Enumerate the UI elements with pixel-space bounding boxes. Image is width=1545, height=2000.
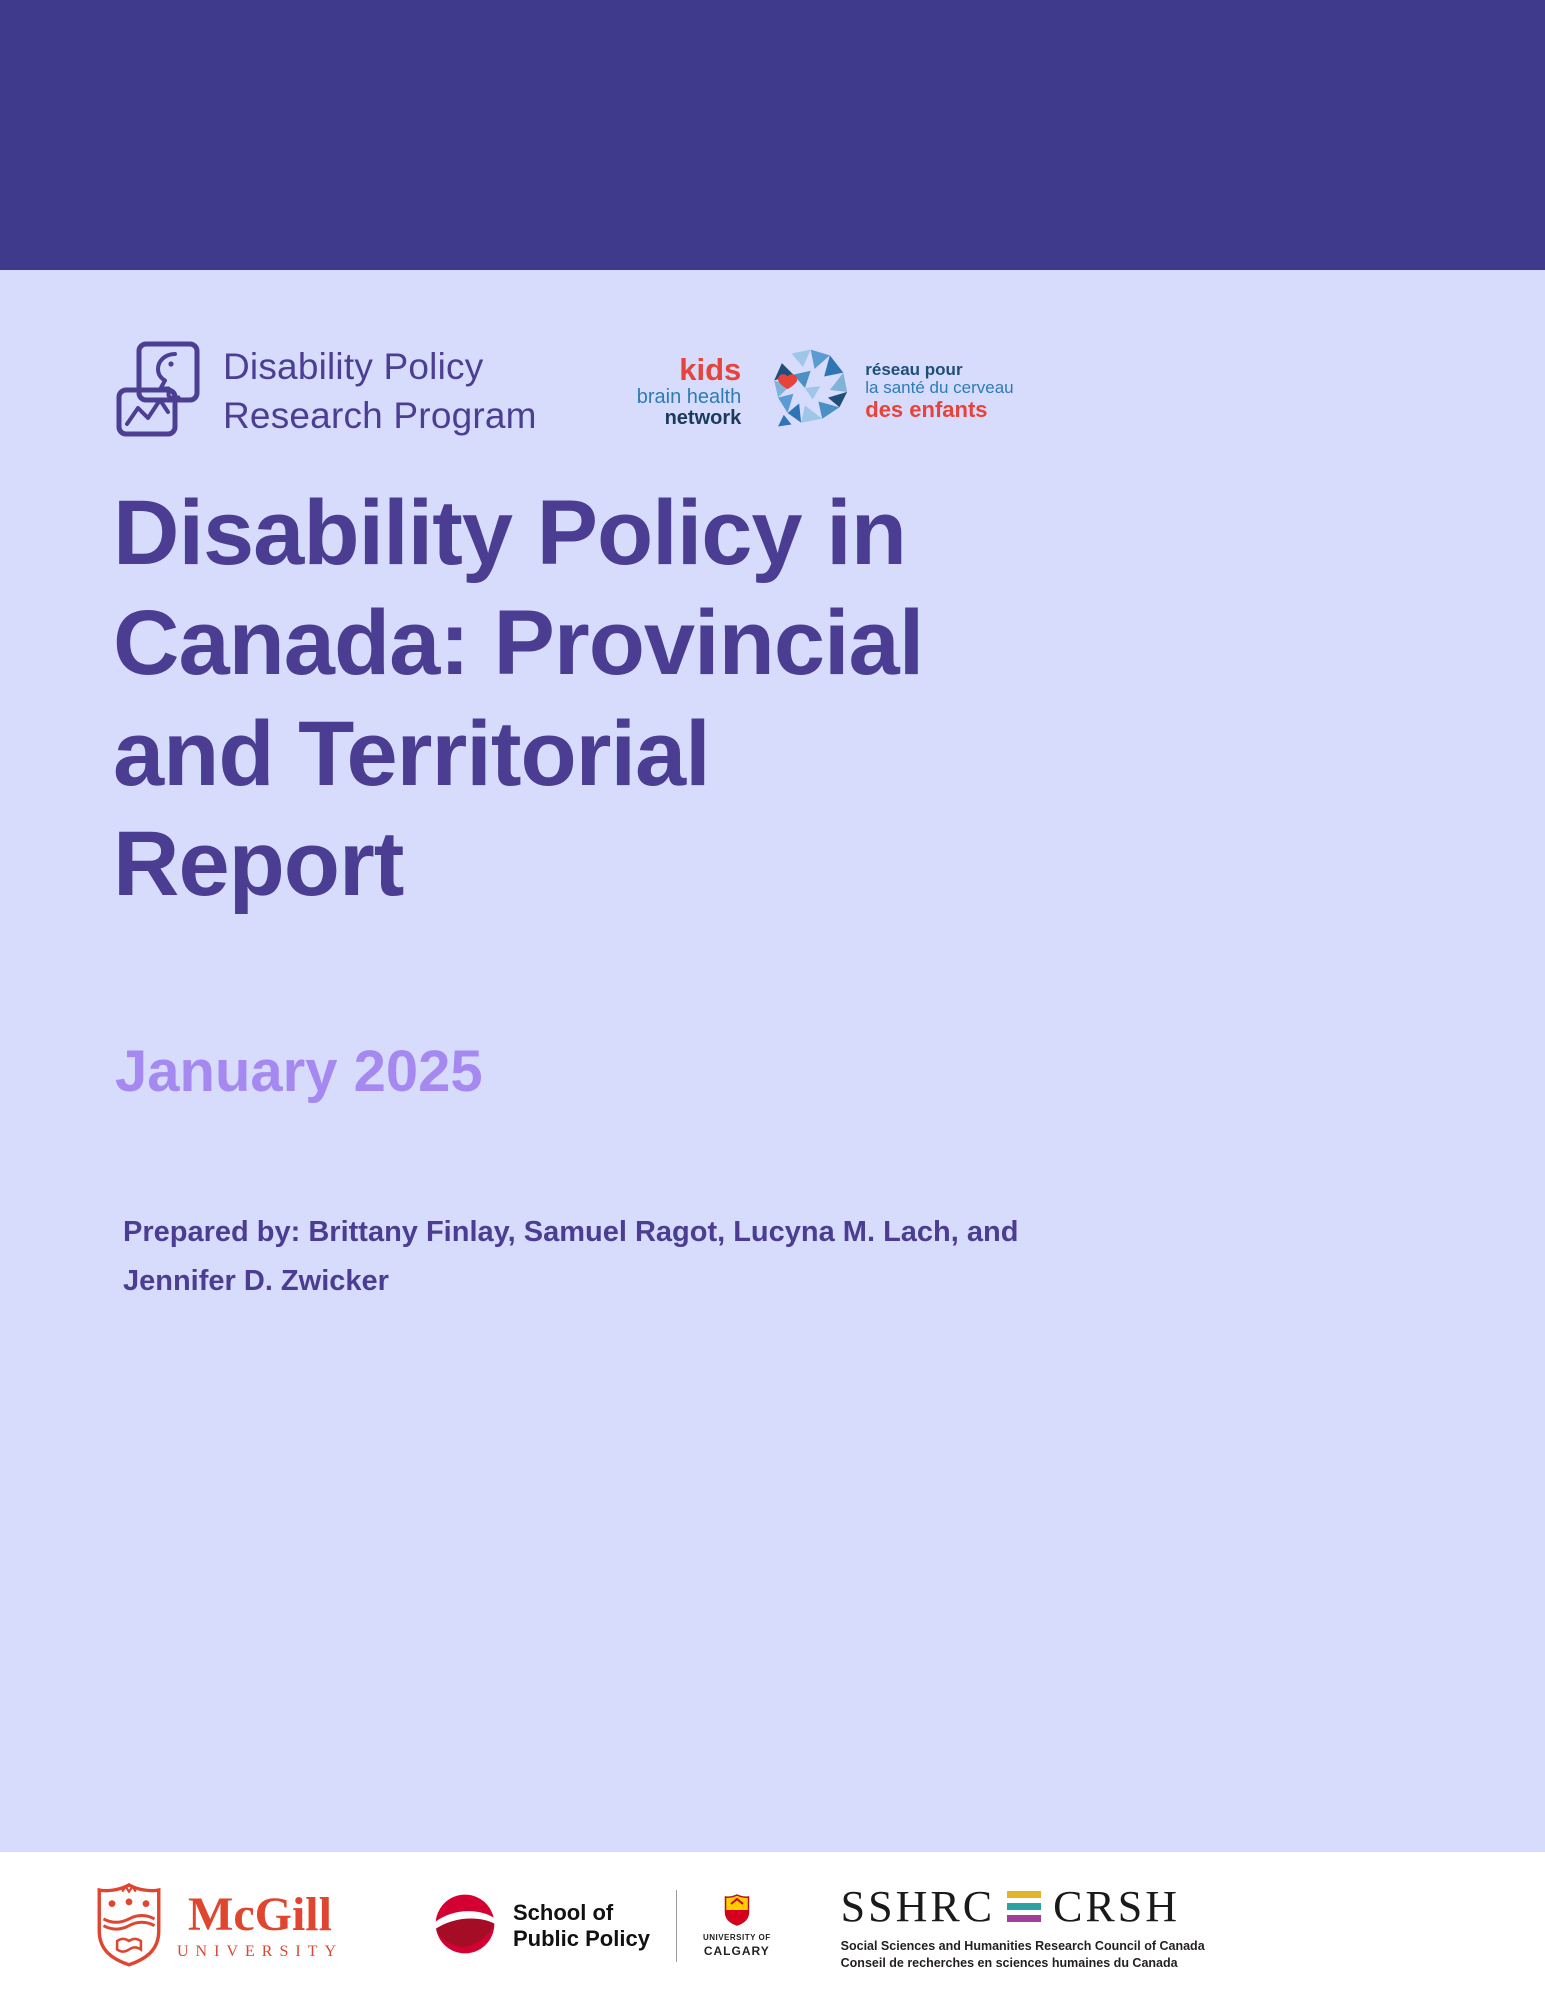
kbhn-french-text: réseau pour la santé du cerveau des enfa… <box>865 359 1014 423</box>
mcgill-university-label: UNIVERSITY <box>177 1943 343 1960</box>
header-logos-row: Disability Policy Research Program kids … <box>115 340 1014 443</box>
spp-line2: Public Policy <box>513 1926 650 1951</box>
kbhn-brain-icon <box>755 347 851 436</box>
kbhn-fr-line3: des enfants <box>865 397 988 423</box>
dprp-logo: Disability Policy Research Program <box>115 340 537 443</box>
spp-wordmark: School of Public Policy <box>513 1900 650 1953</box>
dprp-logo-icon <box>115 340 201 443</box>
sshrc-bar-purple <box>1007 1915 1042 1923</box>
kbhn-fr-line2: la santé du cerveau <box>865 378 1014 398</box>
sshrc-caption-fr: Conseil de recherches en sciences humain… <box>840 1955 1178 1970</box>
sshrc-caption: Social Sciences and Humanities Research … <box>841 1938 1205 1971</box>
spp-line1: School of <box>513 1899 614 1925</box>
dprp-logo-text: Disability Policy Research Program <box>223 343 537 439</box>
sshrc-caption-en: Social Sciences and Humanities Research … <box>840 1939 1205 1954</box>
report-title: Disability Policy in Canada: Provincial … <box>113 478 1193 920</box>
report-date: January 2025 <box>115 1039 483 1104</box>
ucalgary-line1: UNIVERSITY OF <box>702 1933 771 1942</box>
ucalgary-crest-icon <box>724 1894 750 1931</box>
ucalgary-line2: CALGARY <box>703 1944 770 1958</box>
mcgill-wordmark: McGill UNIVERSITY <box>177 1891 343 1961</box>
sshrc-logo: SSHRC CRSH Social Sciences and Humanitie… <box>841 1881 1205 1971</box>
kbhn-english-text: kids brain health network <box>637 354 742 429</box>
kbhn-brain-health: brain health <box>636 385 742 408</box>
kbhn-logo: kids brain health network <box>637 347 1014 436</box>
report-title-line1: Disability Policy in <box>113 482 907 584</box>
sshrc-acronym-en: SSHRC <box>840 1882 996 1932</box>
sshrc-bar-yellow <box>1007 1891 1042 1899</box>
dprp-line2: Research Program <box>223 394 537 436</box>
school-of-public-policy-logo: School of Public Policy UNIVERSITY OF CA… <box>433 1890 771 1962</box>
mcgill-logo: McGill UNIVERSITY <box>95 1881 343 1972</box>
top-band <box>0 0 1545 270</box>
sshrc-wordmark-row: SSHRC CRSH <box>841 1881 1205 1932</box>
footer-logo-band: McGill UNIVERSITY School of Public Polic… <box>0 1852 1545 2000</box>
report-title-line2: Canada: Provincial <box>113 592 924 695</box>
report-title-line3: and Territorial <box>113 702 711 805</box>
university-of-calgary-logo: UNIVERSITY OF CALGARY <box>703 1894 771 1958</box>
sshrc-bars-icon <box>1007 1891 1042 1923</box>
kbhn-fr-line1: réseau pour <box>865 359 963 379</box>
kbhn-network: network <box>664 406 742 429</box>
dprp-line1: Disability Policy <box>223 346 484 388</box>
sshrc-acronym-fr: CRSH <box>1053 1882 1181 1932</box>
spp-divider <box>675 1890 677 1962</box>
mcgill-name: McGill <box>188 1888 332 1941</box>
mcgill-crest-icon <box>95 1881 163 1972</box>
kbhn-kids: kids <box>679 352 742 388</box>
report-title-line4: Report <box>113 813 404 916</box>
prepared-by-text: Prepared by: Brittany Finlay, Samuel Rag… <box>123 1216 1019 1298</box>
sshrc-bar-teal <box>1007 1903 1042 1911</box>
spp-globe-icon <box>433 1892 497 1961</box>
